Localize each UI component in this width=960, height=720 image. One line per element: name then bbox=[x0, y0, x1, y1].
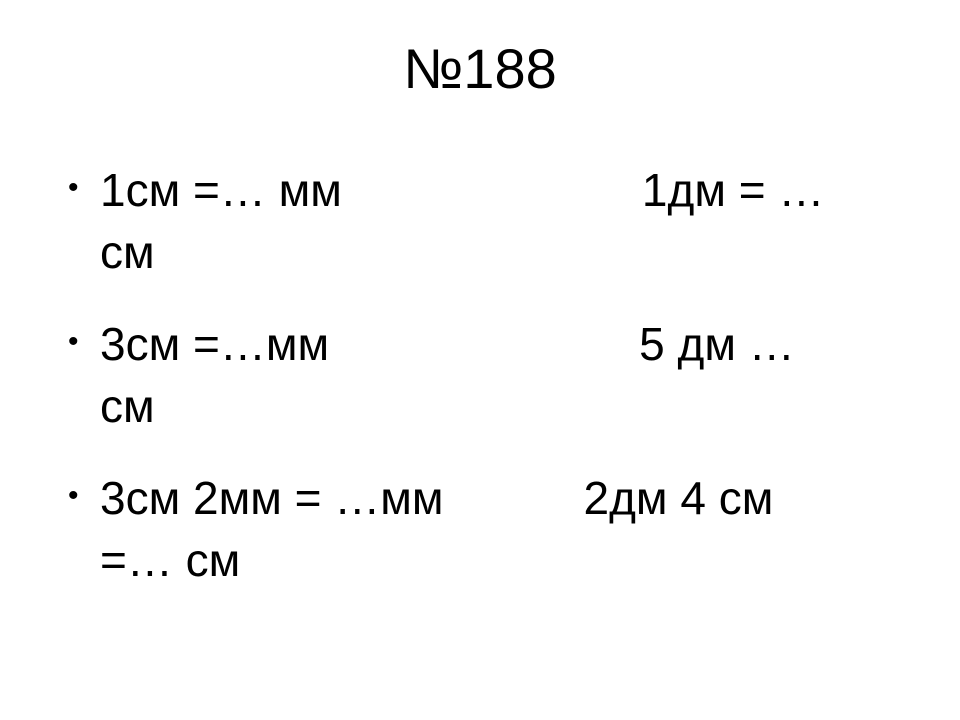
slide-title: №188 bbox=[60, 36, 900, 101]
item-right: 5 дм … bbox=[639, 318, 795, 370]
item-left: 3см 2мм = …мм bbox=[100, 472, 444, 524]
item-line-2: см bbox=[100, 375, 900, 437]
item-line-2: =… см bbox=[100, 529, 900, 591]
item-line-1: 3см 2мм = …мм 2дм 4 см bbox=[100, 467, 900, 529]
list-item: 3см =…мм 5 дм … см bbox=[60, 313, 900, 437]
item-line-1: 3см =…мм 5 дм … bbox=[100, 313, 900, 375]
item-right: 1дм = … bbox=[642, 164, 824, 216]
item-line-2: см bbox=[100, 221, 900, 283]
item-left: 1см =… мм bbox=[100, 164, 342, 216]
bullet-list: 1см =… мм 1дм = … см 3см =…мм 5 дм … см 3с… bbox=[60, 159, 900, 592]
list-item: 1см =… мм 1дм = … см bbox=[60, 159, 900, 283]
item-left: 3см =…мм bbox=[100, 318, 329, 370]
slide: №188 1см =… мм 1дм = … см 3см =…мм 5 дм … … bbox=[0, 0, 960, 720]
item-line-1: 1см =… мм 1дм = … bbox=[100, 159, 900, 221]
list-item: 3см 2мм = …мм 2дм 4 см =… см bbox=[60, 467, 900, 591]
item-right: 2дм 4 см bbox=[584, 472, 774, 524]
